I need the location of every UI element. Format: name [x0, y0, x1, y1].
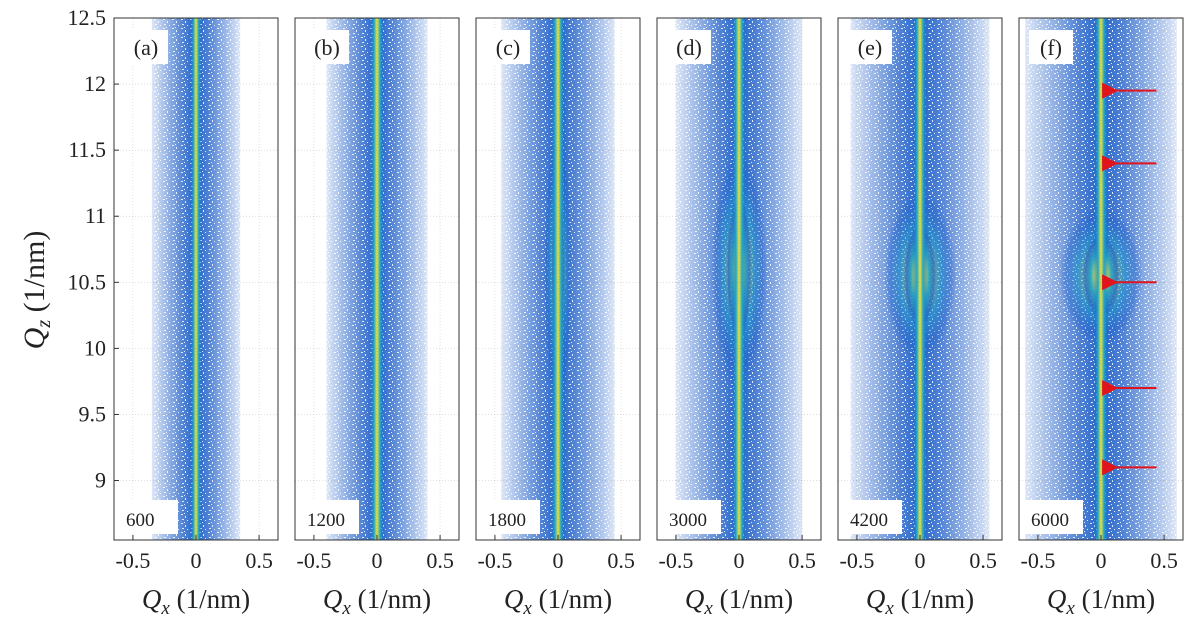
panel-c: (c) 1800 -0.5 0 0.5 Qx (1/nm) — [475, 17, 641, 619]
panel-label: (f) — [1040, 35, 1062, 60]
value-label: 4200 — [850, 510, 888, 531]
y-axis-label-unit: (1/nm) — [18, 231, 51, 320]
x-axis-label: Qx (1/nm) — [685, 584, 793, 619]
y-tick-label: 9.5 — [79, 401, 107, 426]
x-tick-label: 0.5 — [788, 548, 816, 573]
panel-label-bg — [848, 30, 892, 64]
value-label: 1800 — [488, 510, 526, 531]
y-tick-label: 11 — [85, 203, 106, 228]
x-tick-label: 0 — [372, 548, 383, 573]
panel-label-bg — [486, 30, 530, 64]
y-tick-label: 10 — [84, 335, 106, 360]
y-axis-label-symbol: Q — [18, 327, 51, 349]
x-tick-label: -0.5 — [1021, 548, 1056, 573]
value-label: 6000 — [1031, 510, 1069, 531]
x-tick-label: -0.5 — [478, 548, 513, 573]
x-tick-label: 0.5 — [426, 548, 454, 573]
heatmap-plot — [295, 18, 459, 540]
y-axis-label: Qz (1/nm) — [18, 231, 55, 350]
x-tick-label: 0.5 — [245, 548, 273, 573]
value-label: 3000 — [669, 510, 707, 531]
specular-streak — [369, 18, 385, 540]
value-label-bg — [482, 500, 540, 534]
heatmap-plot — [838, 18, 1002, 540]
heatmap-plot — [657, 18, 821, 540]
heatmap-plot — [1019, 18, 1183, 540]
panel-d: (d) 3000 -0.5 0 0.5 Qx (1/nm) — [656, 17, 822, 619]
y-axis: 9 9.5 10 10.5 11 11.5 12 12.5 — [68, 5, 119, 493]
panel-label: (a) — [134, 35, 158, 60]
x-tick-label: 0 — [915, 548, 926, 573]
x-tick-label: -0.5 — [297, 548, 332, 573]
x-tick-label: -0.5 — [840, 548, 875, 573]
panel-a: (a) 600 -0.5 0 0.5 Qx (1/nm) — [113, 17, 279, 619]
panel-label-bg — [667, 30, 711, 64]
heatmap-plot — [476, 18, 640, 540]
panel-e: (e) 4200 -0.5 0 0.5 Qx (1/nm) — [837, 17, 1003, 619]
panel-b: (b) 1200 -0.5 0 0.5 Qx (1/nm) — [294, 17, 460, 619]
x-tick-label: 0 — [191, 548, 202, 573]
value-label-bg — [301, 500, 359, 534]
x-axis-label: Qx (1/nm) — [866, 584, 974, 619]
x-axis-label: Qx (1/nm) — [1047, 584, 1155, 619]
panel-label: (c) — [496, 35, 520, 60]
value-label-bg — [1025, 500, 1083, 534]
panel-label: (e) — [858, 35, 882, 60]
panel-label: (b) — [314, 35, 340, 60]
x-tick-label: 0 — [553, 548, 564, 573]
specular-streak — [550, 18, 566, 540]
specular-streak — [1093, 18, 1109, 540]
x-axis-label: Qx (1/nm) — [323, 584, 431, 619]
panels: (a) 600 -0.5 0 0.5 Qx (1/nm) (b) 1200 -0.5 0 0.5 Qx… — [113, 17, 1184, 619]
value-label: 1200 — [307, 510, 345, 531]
heatmap-plot — [114, 18, 278, 540]
x-tick-label: 0.5 — [1150, 548, 1178, 573]
panel-label: (d) — [676, 35, 702, 60]
y-tick-label: 11.5 — [68, 137, 106, 162]
x-tick-label: 0.5 — [607, 548, 635, 573]
x-tick-label: 0 — [734, 548, 745, 573]
y-axis-label-sub: z — [33, 320, 55, 329]
x-tick-label: 0.5 — [969, 548, 997, 573]
value-label-bg — [844, 500, 902, 534]
specular-streak — [731, 18, 747, 540]
x-tick-label: -0.5 — [116, 548, 151, 573]
panel-label-bg — [124, 30, 168, 64]
y-tick-label: 9 — [95, 468, 106, 493]
panel-f: (f) 6000 -0.5 0 0.5 Qx (1/nm) — [1018, 17, 1184, 619]
y-tick-label: 10.5 — [68, 269, 107, 294]
y-tick-label: 12.5 — [68, 5, 107, 30]
y-tick-label: 12 — [84, 71, 106, 96]
value-label-bg — [663, 500, 721, 534]
specular-streak — [912, 18, 928, 540]
specular-streak — [189, 18, 203, 540]
panel-label-bg — [305, 30, 349, 64]
value-label: 600 — [126, 510, 155, 531]
x-tick-label: -0.5 — [659, 548, 694, 573]
value-label-bg — [120, 500, 178, 534]
x-axis-label: Qx (1/nm) — [142, 584, 250, 619]
x-axis-label: Qx (1/nm) — [504, 584, 612, 619]
x-tick-label: 0 — [1096, 548, 1107, 573]
panel-label-bg — [1029, 30, 1073, 64]
